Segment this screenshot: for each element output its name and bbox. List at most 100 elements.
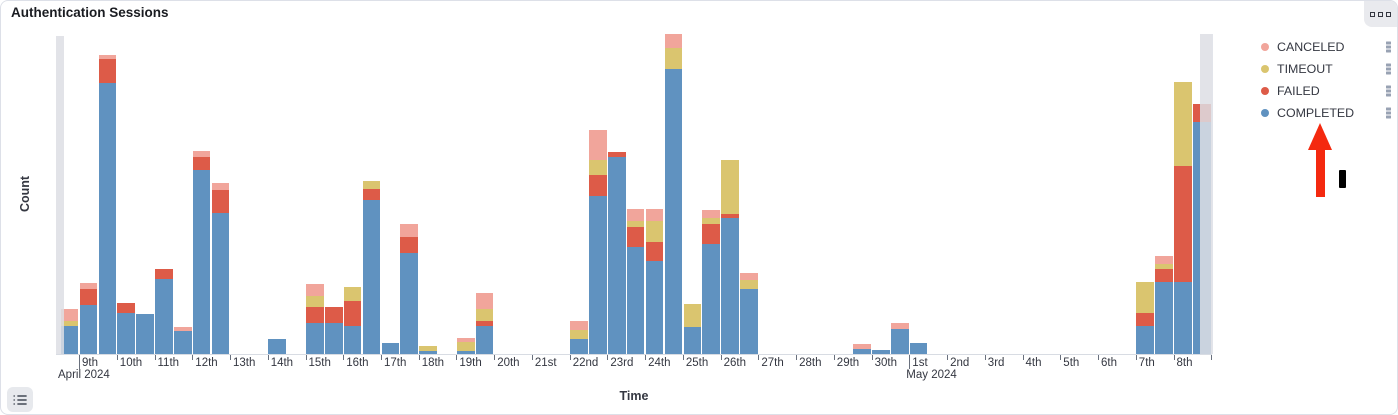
bar-segment-completed[interactable] [740, 289, 758, 354]
bar-segment-canceled[interactable] [306, 284, 324, 296]
bar-segment-failed[interactable] [608, 152, 626, 157]
bar-segment-timeout[interactable] [721, 160, 739, 214]
bar-segment-timeout[interactable] [343, 287, 362, 301]
bar-segment-timeout[interactable] [306, 296, 324, 307]
bar-segment-completed[interactable] [891, 329, 909, 354]
bar-segment-completed[interactable] [381, 343, 400, 354]
bar-segment-failed[interactable] [192, 157, 211, 170]
bar-segment-failed[interactable] [79, 289, 98, 305]
bar-segment-canceled[interactable] [192, 151, 211, 157]
bar-segment-failed[interactable] [155, 269, 173, 279]
legend-item-actions-icon[interactable] [1386, 41, 1391, 53]
bar-segment-canceled[interactable] [457, 338, 475, 342]
legend-item-actions-icon[interactable] [1386, 85, 1391, 97]
bar-segment-canceled[interactable] [1155, 256, 1173, 264]
bar-segment-canceled[interactable] [475, 293, 494, 309]
bar-segment-completed[interactable] [79, 305, 98, 354]
bar-segment-timeout[interactable] [683, 304, 702, 327]
bar-segment-failed[interactable] [475, 321, 494, 326]
bar-segment-canceled[interactable] [891, 323, 909, 329]
bar-segment-failed[interactable] [626, 227, 645, 247]
bar-segment-timeout[interactable] [626, 221, 645, 227]
bar-segment-completed[interactable] [174, 331, 192, 354]
bar-segment-canceled[interactable] [211, 183, 230, 190]
bar-segment-completed[interactable] [136, 314, 154, 354]
bar-segment-completed[interactable] [853, 349, 871, 354]
bar-segment-completed[interactable] [645, 261, 664, 354]
legend-label[interactable]: COMPLETED [1277, 106, 1355, 120]
panel-options-button[interactable] [1364, 1, 1397, 27]
bar-segment-timeout[interactable] [702, 218, 720, 224]
bar-segment-completed[interactable] [362, 200, 381, 354]
bar-segment-canceled[interactable] [645, 209, 664, 221]
bar-segment-timeout[interactable] [664, 48, 683, 69]
bar-segment-completed[interactable] [457, 351, 475, 354]
bar-segment-timeout[interactable] [1136, 282, 1154, 313]
bar-segment-timeout[interactable] [475, 309, 494, 321]
bar-segment-timeout[interactable] [457, 342, 475, 351]
bar-segment-completed[interactable] [400, 253, 418, 354]
bar-segment-completed[interactable] [1136, 326, 1154, 354]
bar-segment-timeout[interactable] [362, 181, 381, 189]
bar-segment-canceled[interactable] [702, 210, 720, 218]
bar-segment-timeout[interactable] [419, 346, 437, 351]
bar-segment-completed[interactable] [626, 247, 645, 354]
bar-segment-canceled[interactable] [853, 344, 871, 349]
bar-segment-timeout[interactable] [589, 160, 607, 175]
bar-segment-failed[interactable] [1155, 269, 1173, 282]
bar-segment-completed[interactable] [570, 339, 588, 354]
bar-segment-completed[interactable] [909, 343, 928, 354]
bar-segment-failed[interactable] [721, 214, 739, 218]
bar-segment-failed[interactable] [1174, 166, 1192, 282]
bar-segment-canceled[interactable] [79, 283, 98, 289]
bar-segment-failed[interactable] [117, 303, 135, 313]
bar-segment-failed[interactable] [98, 59, 117, 83]
bar-segment-completed[interactable] [60, 326, 79, 354]
bar-segment-canceled[interactable] [98, 55, 117, 59]
bar-segment-failed[interactable] [1136, 313, 1154, 326]
bar-segment-timeout[interactable] [1174, 82, 1192, 166]
legend-item-actions-icon[interactable] [1386, 107, 1391, 119]
bar-segment-completed[interactable] [192, 170, 211, 354]
bar-segment-failed[interactable] [702, 224, 720, 244]
bar-segment-canceled[interactable] [740, 273, 758, 280]
bar-segment-canceled[interactable] [589, 130, 607, 160]
bar-segment-completed[interactable] [683, 327, 702, 354]
bar-segment-completed[interactable] [211, 213, 230, 354]
bar-segment-failed[interactable] [306, 307, 324, 323]
legend-label[interactable]: FAILED [1277, 84, 1320, 98]
bar-segment-failed[interactable] [343, 301, 362, 326]
bar-segment-canceled[interactable] [174, 327, 192, 331]
bar-segment-timeout[interactable] [1155, 264, 1173, 269]
bar-segment-completed[interactable] [306, 323, 324, 354]
bar-segment-timeout[interactable] [740, 280, 758, 289]
bar-segment-completed[interactable] [325, 323, 343, 354]
legend-label[interactable]: TIMEOUT [1277, 62, 1333, 76]
bar-segment-completed[interactable] [117, 313, 135, 354]
bar-segment-failed[interactable] [362, 189, 381, 200]
bar-segment-completed[interactable] [589, 196, 607, 354]
bar-segment-completed[interactable] [475, 326, 494, 354]
bar-segment-completed[interactable] [1155, 282, 1173, 354]
bar-segment-completed[interactable] [721, 218, 739, 354]
bar-segment-failed[interactable] [645, 242, 664, 261]
bar-segment-canceled[interactable] [570, 321, 588, 330]
bar-segment-completed[interactable] [343, 326, 362, 354]
bar-segment-completed[interactable] [664, 69, 683, 354]
bar-segment-completed[interactable] [98, 83, 117, 354]
bar-segment-completed[interactable] [419, 351, 437, 354]
bar-segment-failed[interactable] [211, 190, 230, 213]
bar-segment-canceled[interactable] [664, 34, 683, 48]
bar-segment-failed[interactable] [589, 175, 607, 196]
bar-segment-timeout[interactable] [60, 321, 79, 326]
legend-toggle-button[interactable] [7, 387, 33, 412]
bar-segment-timeout[interactable] [570, 330, 588, 339]
bar-segment-canceled[interactable] [626, 209, 645, 221]
bar-segment-completed[interactable] [155, 279, 173, 354]
bar-segment-completed[interactable] [872, 350, 890, 354]
bar-segment-completed[interactable] [1174, 282, 1192, 354]
legend-item-actions-icon[interactable] [1386, 63, 1391, 75]
legend-label[interactable]: CANCELED [1277, 40, 1345, 54]
bar-segment-timeout[interactable] [645, 221, 664, 242]
bar-segment-completed[interactable] [608, 157, 626, 354]
